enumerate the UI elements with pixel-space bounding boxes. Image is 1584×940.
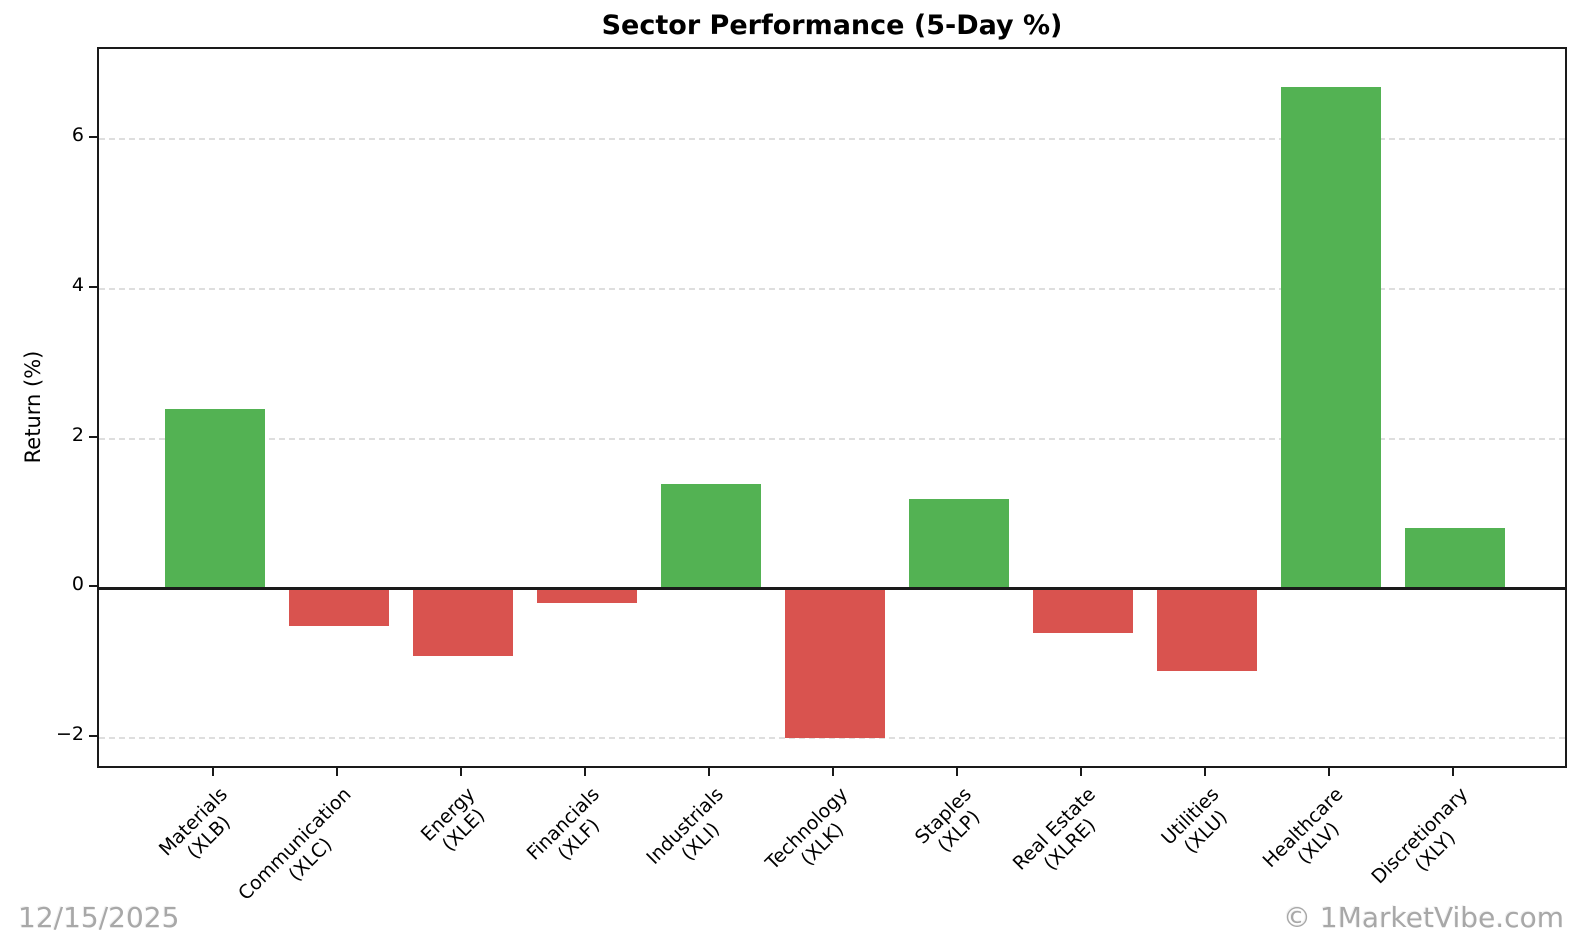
x-tick-mark	[212, 768, 214, 776]
x-tick-label-financials: Financials (XLF)	[522, 783, 604, 865]
x-tick-label-real-estate: Real Estate (XLRE)	[1008, 783, 1100, 875]
y-tick-label-0: 0	[71, 573, 84, 596]
bar-industrials	[661, 483, 761, 589]
x-tick-mark	[460, 768, 462, 776]
x-tick-mark	[1080, 768, 1082, 776]
gridline-y-6	[99, 138, 1565, 141]
zero-baseline	[99, 586, 1565, 590]
y-tick-label-2: 2	[71, 423, 84, 446]
x-tick-mark	[1328, 768, 1330, 776]
bar-utilities	[1157, 588, 1257, 671]
x-tick-label-staples: Staples (XLP)	[910, 783, 985, 857]
bar-real-estate	[1033, 588, 1133, 634]
x-tick-label-materials: Materials (XLB)	[154, 783, 235, 864]
gridline-y-4	[99, 288, 1565, 291]
x-tick-mark	[708, 768, 710, 776]
gridline-y-2	[99, 437, 1565, 440]
x-tick-mark	[832, 768, 834, 776]
y-tick-label-6: 6	[71, 124, 84, 147]
x-tick-mark	[1204, 768, 1206, 776]
x-tick-mark	[1452, 768, 1454, 776]
y-tick-mark	[89, 286, 97, 289]
bar-energy	[413, 588, 513, 656]
plot-area	[97, 47, 1567, 768]
x-tick-label-communication: Communication (XLC)	[234, 783, 356, 905]
bar-healthcare	[1281, 87, 1381, 589]
bar-technology	[785, 588, 885, 738]
watermark-date: 12/15/2025	[18, 901, 180, 934]
bar-discretionary	[1405, 528, 1505, 589]
bar-staples	[909, 498, 1009, 589]
y-tick-label-4: 4	[71, 274, 84, 297]
gridline-y--2	[99, 736, 1565, 739]
x-tick-label-utilities: Utilities (XLU)	[1157, 783, 1233, 858]
bar-financials	[537, 588, 637, 604]
x-tick-label-industrials: Industrials (XLI)	[642, 783, 728, 869]
y-axis-label: Return (%)	[21, 350, 45, 464]
watermark-credit: © 1MarketVibe.com	[1283, 901, 1564, 934]
bar-communication	[289, 588, 389, 626]
x-tick-mark	[336, 768, 338, 776]
y-tick-label--2: −2	[55, 722, 84, 745]
y-tick-mark	[89, 734, 97, 737]
x-tick-label-energy: Energy (XLE)	[417, 783, 490, 856]
x-tick-label-healthcare: Healthcare (XLV)	[1259, 783, 1348, 873]
x-tick-mark	[584, 768, 586, 776]
bar-materials	[165, 408, 265, 589]
x-tick-label-technology: Technology (XLK)	[761, 783, 852, 875]
y-tick-mark	[89, 585, 97, 588]
chart-title: Sector Performance (5-Day %)	[601, 10, 1063, 41]
x-tick-label-discretionary: Discretionary (XLY)	[1366, 783, 1472, 889]
y-tick-mark	[89, 435, 97, 438]
x-tick-mark	[956, 768, 958, 776]
y-tick-mark	[89, 136, 97, 139]
